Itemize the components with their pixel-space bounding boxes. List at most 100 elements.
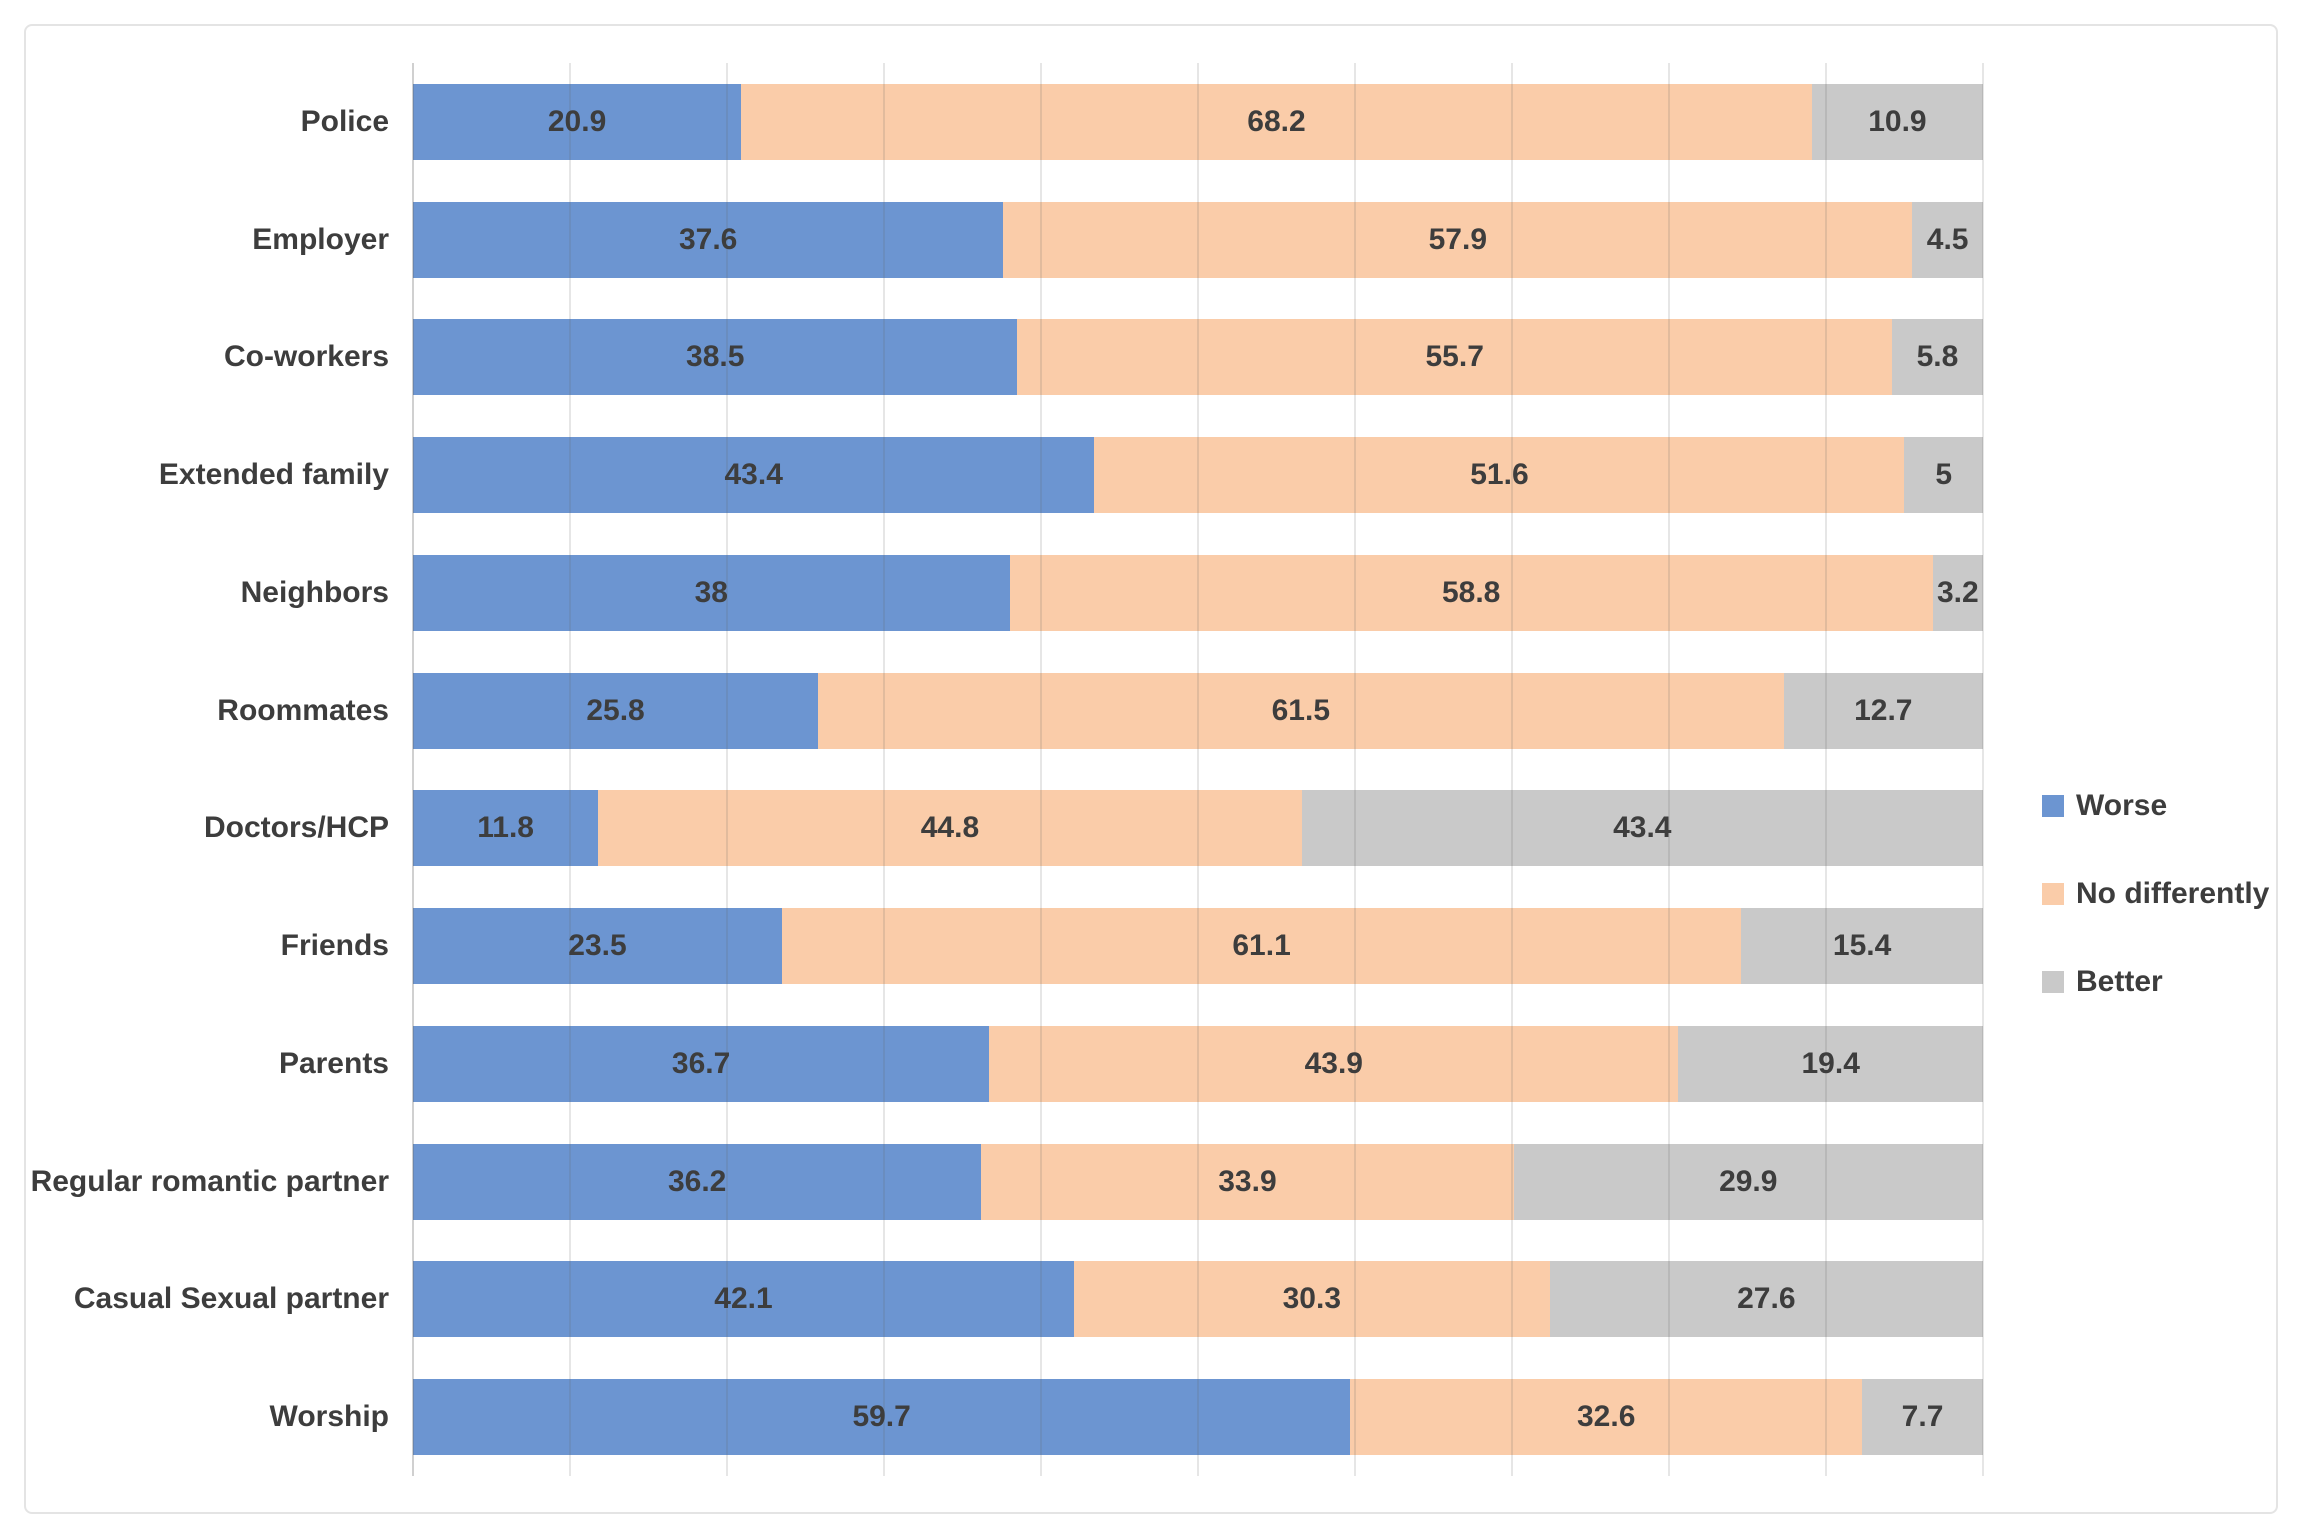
- value-label: 3.2: [1937, 575, 1979, 609]
- bar-segment-no-differently: 51.6: [1094, 437, 1905, 514]
- value-label: 57.9: [1428, 222, 1488, 256]
- category-label: Friends: [280, 929, 389, 963]
- legend-item: Better: [2042, 938, 2269, 1026]
- value-label: 42.1: [714, 1282, 773, 1316]
- value-label: 33.9: [1218, 1164, 1277, 1198]
- value-label: 59.7: [852, 1400, 911, 1434]
- bar-row: 59.7 32.6 7.7: [413, 1379, 1983, 1456]
- category-label: Roommates: [217, 693, 389, 727]
- value-label: 61.5: [1271, 693, 1331, 727]
- legend-swatch: [2042, 795, 2064, 817]
- bar-segment-worse: 38: [413, 554, 1010, 631]
- bar-segment-no-differently: 68.2: [741, 83, 1812, 160]
- category-label: Casual Sexual partner: [73, 1282, 389, 1316]
- bar-segment-no-differently: 55.7: [1017, 319, 1892, 396]
- value-label: 15.4: [1832, 929, 1892, 963]
- bar-segment-better: 29.9: [1513, 1143, 1983, 1220]
- bar-segment-no-differently: 32.6: [1350, 1379, 1863, 1456]
- bar-segment-better: 15.4: [1741, 908, 1983, 985]
- bar-row: 20.9 68.2 10.9: [413, 83, 1983, 160]
- value-label: 36.7: [671, 1046, 731, 1080]
- value-label: 43.9: [1304, 1046, 1363, 1080]
- bar-segment-better: 4.5: [1912, 201, 1983, 278]
- y-axis-line: [412, 63, 414, 1476]
- gridline: [1982, 63, 1984, 1476]
- bar-segment-no-differently: 43.9: [989, 1025, 1679, 1102]
- value-label: 5.8: [1916, 340, 1959, 374]
- bar-segment-worse: 36.7: [413, 1025, 990, 1102]
- legend-item: No differently: [2042, 850, 2269, 938]
- bar-row: 23.5 61.1 15.4: [413, 908, 1983, 985]
- value-label: 43.4: [1613, 811, 1672, 845]
- bar-segment-worse: 11.8: [413, 790, 599, 867]
- gridline: [569, 63, 571, 1476]
- legend-label: No differently: [2076, 877, 2270, 910]
- value-label: 44.8: [920, 811, 980, 845]
- value-label: 61.1: [1232, 929, 1291, 963]
- bar-row: 11.8 44.8 43.4: [413, 790, 1983, 867]
- value-label: 19.4: [1801, 1046, 1860, 1080]
- gridline: [1511, 63, 1513, 1476]
- bar-segment-no-differently: 61.5: [818, 672, 1784, 749]
- value-label: 58.8: [1441, 575, 1501, 609]
- value-label: 37.6: [678, 222, 738, 256]
- legend-swatch: [2042, 971, 2064, 993]
- bar-segment-better: 7.7: [1862, 1379, 1983, 1456]
- bar-row: 37.6 57.9 4.5: [413, 201, 1983, 278]
- legend-swatch: [2042, 883, 2064, 905]
- value-label: 11.8: [477, 811, 534, 845]
- bar-segment-better: 5: [1904, 437, 1983, 514]
- category-label: Parents: [278, 1046, 389, 1080]
- category-label: Worship: [269, 1400, 389, 1434]
- gridline: [1354, 63, 1356, 1476]
- bar-segment-worse: 37.6: [413, 201, 1004, 278]
- value-label: 7.7: [1901, 1400, 1944, 1434]
- bar-segment-worse: 43.4: [413, 437, 1095, 514]
- bar-segment-no-differently: 30.3: [1073, 1261, 1550, 1338]
- gridline: [1197, 63, 1199, 1476]
- bar-segment-worse: 20.9: [413, 83, 742, 160]
- bar-segment-worse: 23.5: [413, 908, 782, 985]
- legend-item: Worse: [2042, 762, 2269, 850]
- bar-segment-better: 43.4: [1301, 790, 1983, 867]
- legend: Worse No differently Better: [2042, 762, 2269, 1026]
- value-label: 23.5: [568, 929, 627, 963]
- value-label: 36.2: [667, 1164, 727, 1198]
- bar-row: 36.7 43.9 19.4: [413, 1025, 1983, 1102]
- category-label: Police: [300, 104, 389, 138]
- value-label: 29.9: [1719, 1164, 1778, 1198]
- bar-segment-better: 12.7: [1783, 672, 1983, 749]
- value-label: 25.8: [586, 693, 645, 727]
- bar-segment-better: 5.8: [1891, 319, 1983, 396]
- bar-segment-better: 19.4: [1678, 1025, 1983, 1102]
- bar-segment-no-differently: 33.9: [981, 1143, 1514, 1220]
- category-label: Doctors/HCP: [203, 811, 389, 845]
- category-label: Regular romantic partner: [30, 1164, 389, 1198]
- bar-segment-worse: 42.1: [413, 1261, 1074, 1338]
- bar-segment-better: 3.2: [1932, 554, 1983, 631]
- bar-row: 42.1 30.3 27.6: [413, 1261, 1983, 1338]
- bar-segment-no-differently: 58.8: [1009, 554, 1933, 631]
- value-label: 38.5: [686, 340, 745, 374]
- gridline: [1825, 63, 1827, 1476]
- value-label: 32.6: [1576, 1400, 1636, 1434]
- category-label: Neighbors: [240, 575, 389, 609]
- value-label: 20.9: [547, 104, 607, 138]
- value-label: 43.4: [724, 458, 783, 492]
- bar-segment-worse: 25.8: [413, 672, 819, 749]
- bar-segment-better: 10.9: [1811, 83, 1983, 160]
- bar-row: 43.4 51.6 5: [413, 437, 1983, 514]
- legend-label: Better: [2076, 965, 2163, 998]
- value-label: 27.6: [1737, 1282, 1796, 1316]
- value-label: 38: [694, 575, 728, 609]
- category-label: Employer: [252, 222, 389, 256]
- value-label: 4.5: [1926, 222, 1969, 256]
- bar-segment-worse: 36.2: [413, 1143, 982, 1220]
- value-label: 12.7: [1854, 693, 1913, 727]
- bar-segment-no-differently: 61.1: [781, 908, 1742, 985]
- bar-row: 38 58.8 3.2: [413, 554, 1983, 631]
- bar-segment-worse: 59.7: [413, 1379, 1351, 1456]
- value-label: 51.6: [1470, 458, 1529, 492]
- bar-row: 36.2 33.9 29.9: [413, 1143, 1983, 1220]
